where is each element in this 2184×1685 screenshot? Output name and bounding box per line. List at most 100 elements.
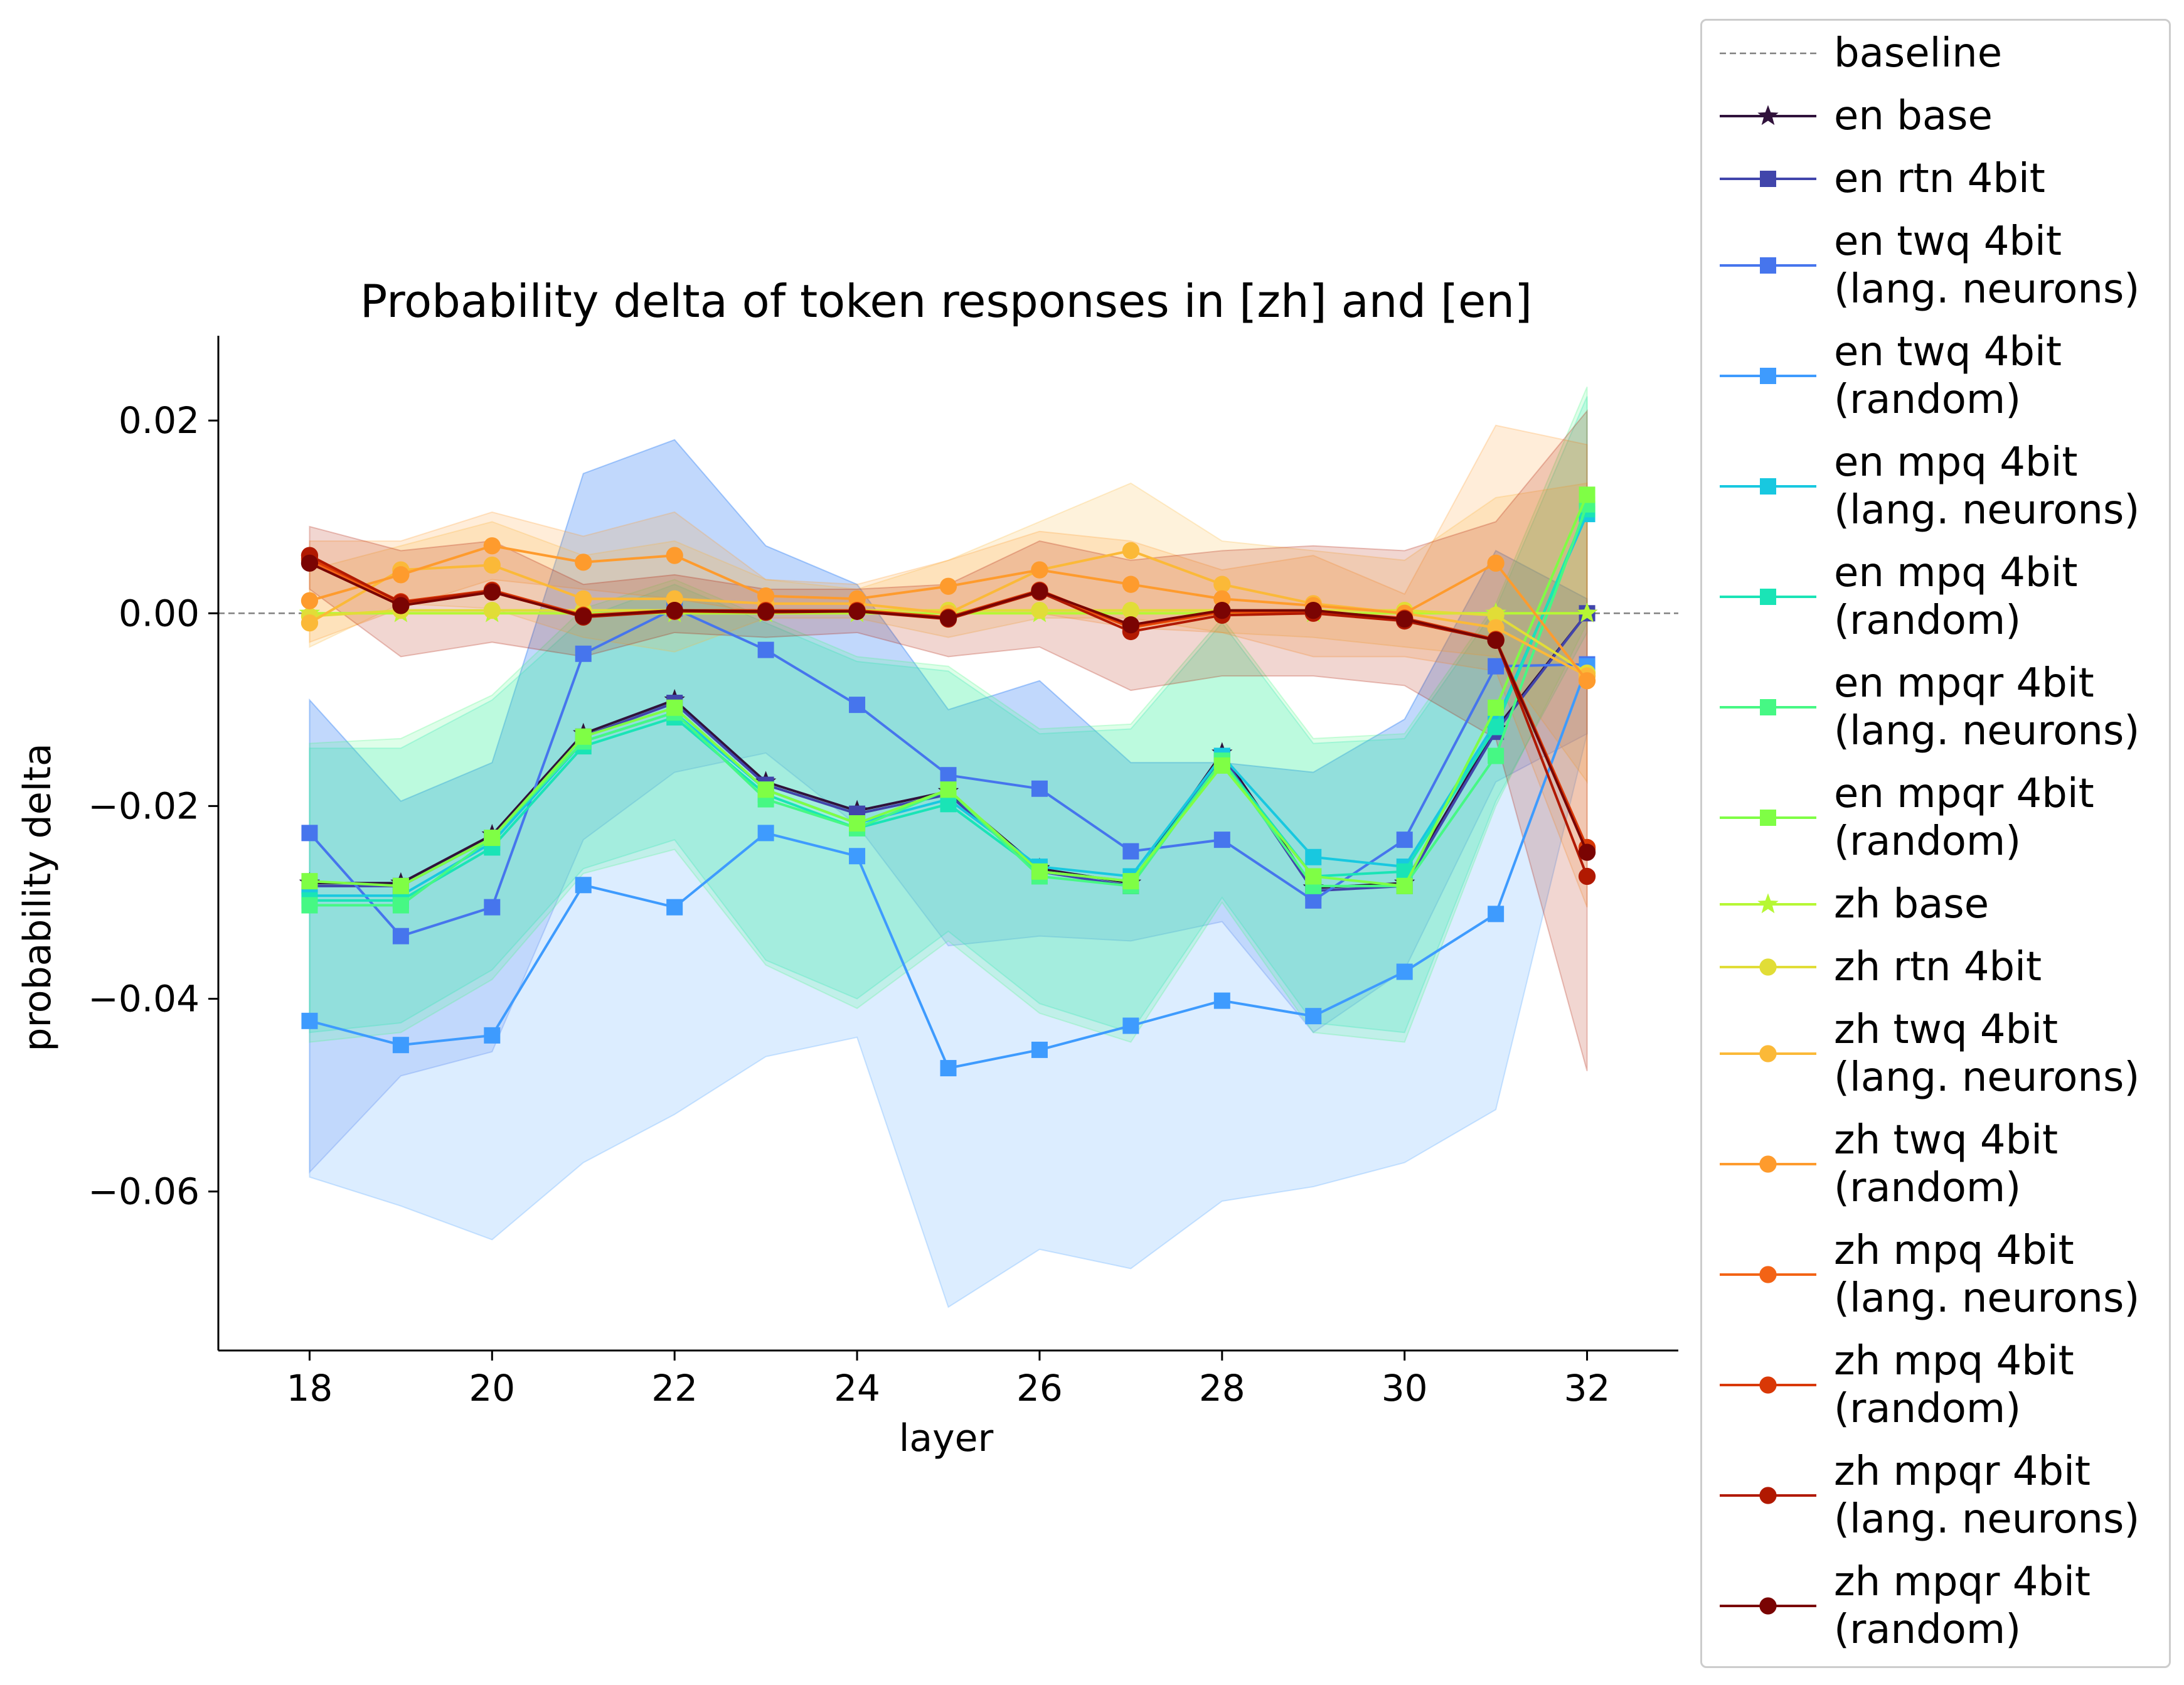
data-point — [940, 796, 957, 813]
legend-symbol — [1720, 1487, 1816, 1504]
legend-item: en mpqr 4bit (lang. neurons) — [1702, 660, 2169, 755]
legend-item: en rtn 4bit — [1702, 155, 2169, 203]
legend-marker — [1759, 958, 1777, 976]
data-point — [757, 602, 775, 620]
legend-label: en mpqr 4bit (lang. neurons) — [1834, 660, 2140, 754]
band-en-mpq-4bit-random — [309, 396, 1588, 1034]
legend-item: zh mpq 4bit (random) — [1702, 1337, 2169, 1433]
data-point — [1488, 658, 1505, 675]
legend-marker — [1759, 1045, 1777, 1062]
x-tick-label: 24 — [834, 1367, 880, 1410]
series-zh-mpqr-4bit-random — [301, 554, 1596, 861]
legend-label: zh base — [1834, 881, 1990, 928]
legend-symbol — [1720, 1597, 1816, 1615]
legend-symbol — [1720, 810, 1816, 826]
data-point — [575, 554, 592, 571]
legend-label: zh mpqr 4bit (random) — [1834, 1559, 2091, 1653]
data-point — [392, 877, 409, 894]
y-axis-label: probability delta — [16, 743, 60, 1051]
data-point — [1578, 867, 1596, 885]
data-point — [940, 1060, 957, 1077]
legend-marker — [1760, 171, 1776, 187]
y-tick-label: 0.00 — [119, 592, 200, 634]
data-point — [484, 830, 501, 847]
data-point — [392, 897, 409, 914]
data-point — [1213, 992, 1230, 1009]
data-point — [1396, 877, 1413, 894]
legend-label: zh mpq 4bit (lang. neurons) — [1834, 1228, 2140, 1322]
data-point — [1488, 699, 1505, 716]
legend-item: en mpq 4bit (random) — [1702, 549, 2169, 645]
legend-symbol — [1720, 1045, 1816, 1062]
x-tick-label: 26 — [1016, 1367, 1063, 1410]
data-point — [1213, 757, 1230, 774]
legend-symbol — [1720, 257, 1816, 274]
legend-label: en twq 4bit (lang. neurons) — [1834, 218, 2140, 313]
legend-item: zh mpqr 4bit (random) — [1702, 1558, 2169, 1654]
data-point — [1578, 843, 1596, 861]
legend-marker — [1759, 1266, 1777, 1283]
legend-label: baseline — [1834, 30, 2003, 77]
axes: 18 20 22 24 26 28 30 32 0.02 0.00 −0.02 −0.04 −0.06 — [88, 336, 1678, 1410]
data-point — [1305, 1008, 1322, 1025]
legend-label: en base — [1834, 93, 1993, 139]
data-point — [575, 645, 592, 662]
legend-marker — [1760, 810, 1776, 826]
data-point — [1488, 719, 1505, 736]
data-point — [1122, 873, 1139, 890]
data-point — [483, 537, 501, 555]
legend-label: en mpqr 4bit (random) — [1834, 771, 2094, 865]
legend-symbol — [1720, 893, 1816, 914]
data-point — [1487, 554, 1505, 572]
legend-symbol — [1720, 1155, 1816, 1173]
x-axis-label: layer — [899, 1416, 994, 1460]
data-point — [301, 897, 318, 914]
data-point — [848, 602, 866, 620]
data-point — [392, 597, 410, 614]
y-tick-label: 0.02 — [119, 399, 200, 442]
legend-label: en mpq 4bit (random) — [1834, 550, 2078, 644]
data-point — [1122, 843, 1139, 860]
data-point — [666, 601, 683, 619]
series-lines — [299, 486, 1598, 1077]
x-tick-label: 30 — [1382, 1367, 1428, 1410]
data-point — [1031, 561, 1048, 579]
series-en-mpqr-4bit-random — [301, 486, 1595, 894]
legend-item: baseline — [1702, 29, 2169, 77]
data-point — [939, 609, 957, 627]
data-point — [1031, 601, 1048, 619]
data-point — [1213, 832, 1230, 848]
data-point — [757, 587, 775, 605]
x-tick-label: 20 — [469, 1367, 515, 1410]
legend-item: zh mpqr 4bit (lang. neurons) — [1702, 1448, 2169, 1543]
data-point — [301, 592, 319, 609]
x-tick-label: 32 — [1564, 1367, 1611, 1410]
legend-item: en mpqr 4bit (random) — [1702, 770, 2169, 865]
legend-item: en twq 4bit (random) — [1702, 328, 2169, 424]
legend-label: en twq 4bit (random) — [1834, 329, 2062, 423]
data-point — [849, 815, 866, 832]
legend-marker — [1760, 368, 1776, 384]
legend-symbol — [1720, 105, 1816, 126]
data-point — [1488, 906, 1505, 923]
data-point — [1031, 780, 1048, 797]
chart-title: Probability delta of token responses in … — [360, 275, 1532, 328]
data-point — [301, 1012, 318, 1029]
legend-label: en rtn 4bit — [1834, 156, 2045, 202]
data-point — [1031, 1041, 1048, 1058]
legend-label: zh rtn 4bit — [1834, 944, 2042, 990]
data-point — [575, 877, 592, 894]
band-en-twq-4bit-random — [309, 439, 1588, 1308]
data-point — [940, 781, 957, 798]
legend-marker — [1757, 105, 1779, 126]
data-point — [1122, 1017, 1139, 1034]
legend-item: zh base — [1702, 880, 2169, 928]
legend-label: zh mpqr 4bit (lang. neurons) — [1834, 1448, 2140, 1543]
data-point — [1578, 672, 1596, 690]
data-point — [575, 607, 592, 625]
legend-item: zh twq 4bit (random) — [1702, 1116, 2169, 1212]
data-point — [1305, 848, 1322, 865]
legend-symbol — [1720, 52, 1816, 55]
legend-label: zh twq 4bit (random) — [1834, 1117, 2059, 1211]
